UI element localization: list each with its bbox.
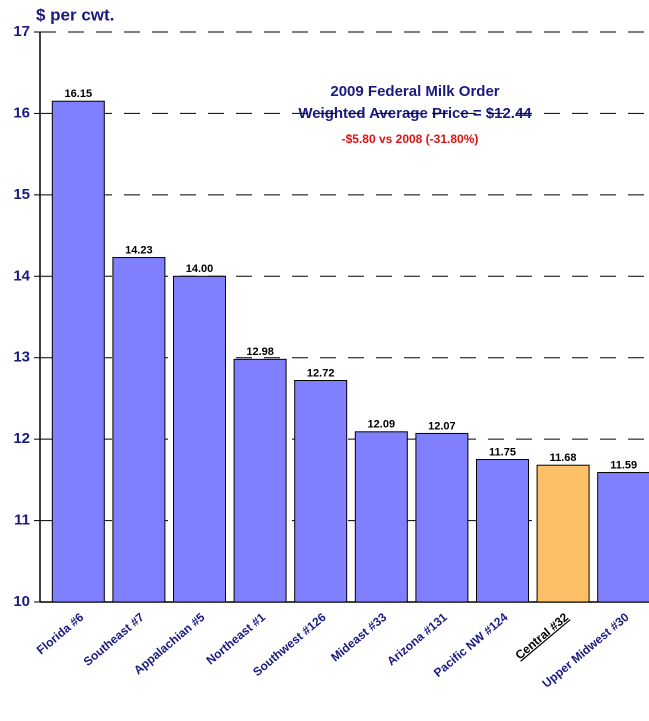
data-label: 12.72 <box>307 367 335 379</box>
bar <box>354 431 408 603</box>
x-tick-label: Florida #6 <box>34 610 87 657</box>
y-tick-label: 13 <box>13 349 30 366</box>
y-tick-label: 10 <box>13 593 30 610</box>
data-label: 14.23 <box>125 244 153 256</box>
y-tick-label: 11 <box>14 512 30 529</box>
y-tick-label: 12 <box>13 430 30 447</box>
x-tick-label: Southeast #7 <box>81 610 147 669</box>
y-axis-label: $ per cwt. <box>36 5 114 24</box>
data-label: 11.75 <box>489 446 516 458</box>
x-tick-label: Mideast #33 <box>328 610 389 665</box>
bar <box>112 257 166 603</box>
bar <box>415 432 469 603</box>
x-tick-label: Arizona #131 <box>384 610 450 669</box>
bar <box>536 464 590 603</box>
bar <box>476 459 529 603</box>
data-label: 12.07 <box>428 420 456 432</box>
data-label: 12.09 <box>368 419 396 431</box>
data-label: 11.68 <box>550 452 577 464</box>
y-tick-label: 17 <box>13 23 30 40</box>
y-tick-label: 14 <box>13 267 30 284</box>
x-tick-label: Central #32 <box>513 610 572 663</box>
bar <box>173 275 226 603</box>
data-label: 16.15 <box>65 88 93 100</box>
bar <box>51 100 105 603</box>
data-label: 14.00 <box>186 263 214 275</box>
bar <box>597 472 649 603</box>
bar <box>294 380 348 603</box>
data-label: 12.98 <box>246 346 274 358</box>
y-tick-label: 15 <box>13 186 30 203</box>
x-tick-label: Northeast #1 <box>203 610 268 668</box>
annotation: 2009 Federal Milk Order <box>330 83 499 100</box>
annotation: -$5.80 vs 2008 (-31.80%) <box>342 132 479 146</box>
data-label: 11.59 <box>610 459 637 471</box>
y-tick-label: 16 <box>13 104 30 121</box>
bar <box>233 358 287 603</box>
